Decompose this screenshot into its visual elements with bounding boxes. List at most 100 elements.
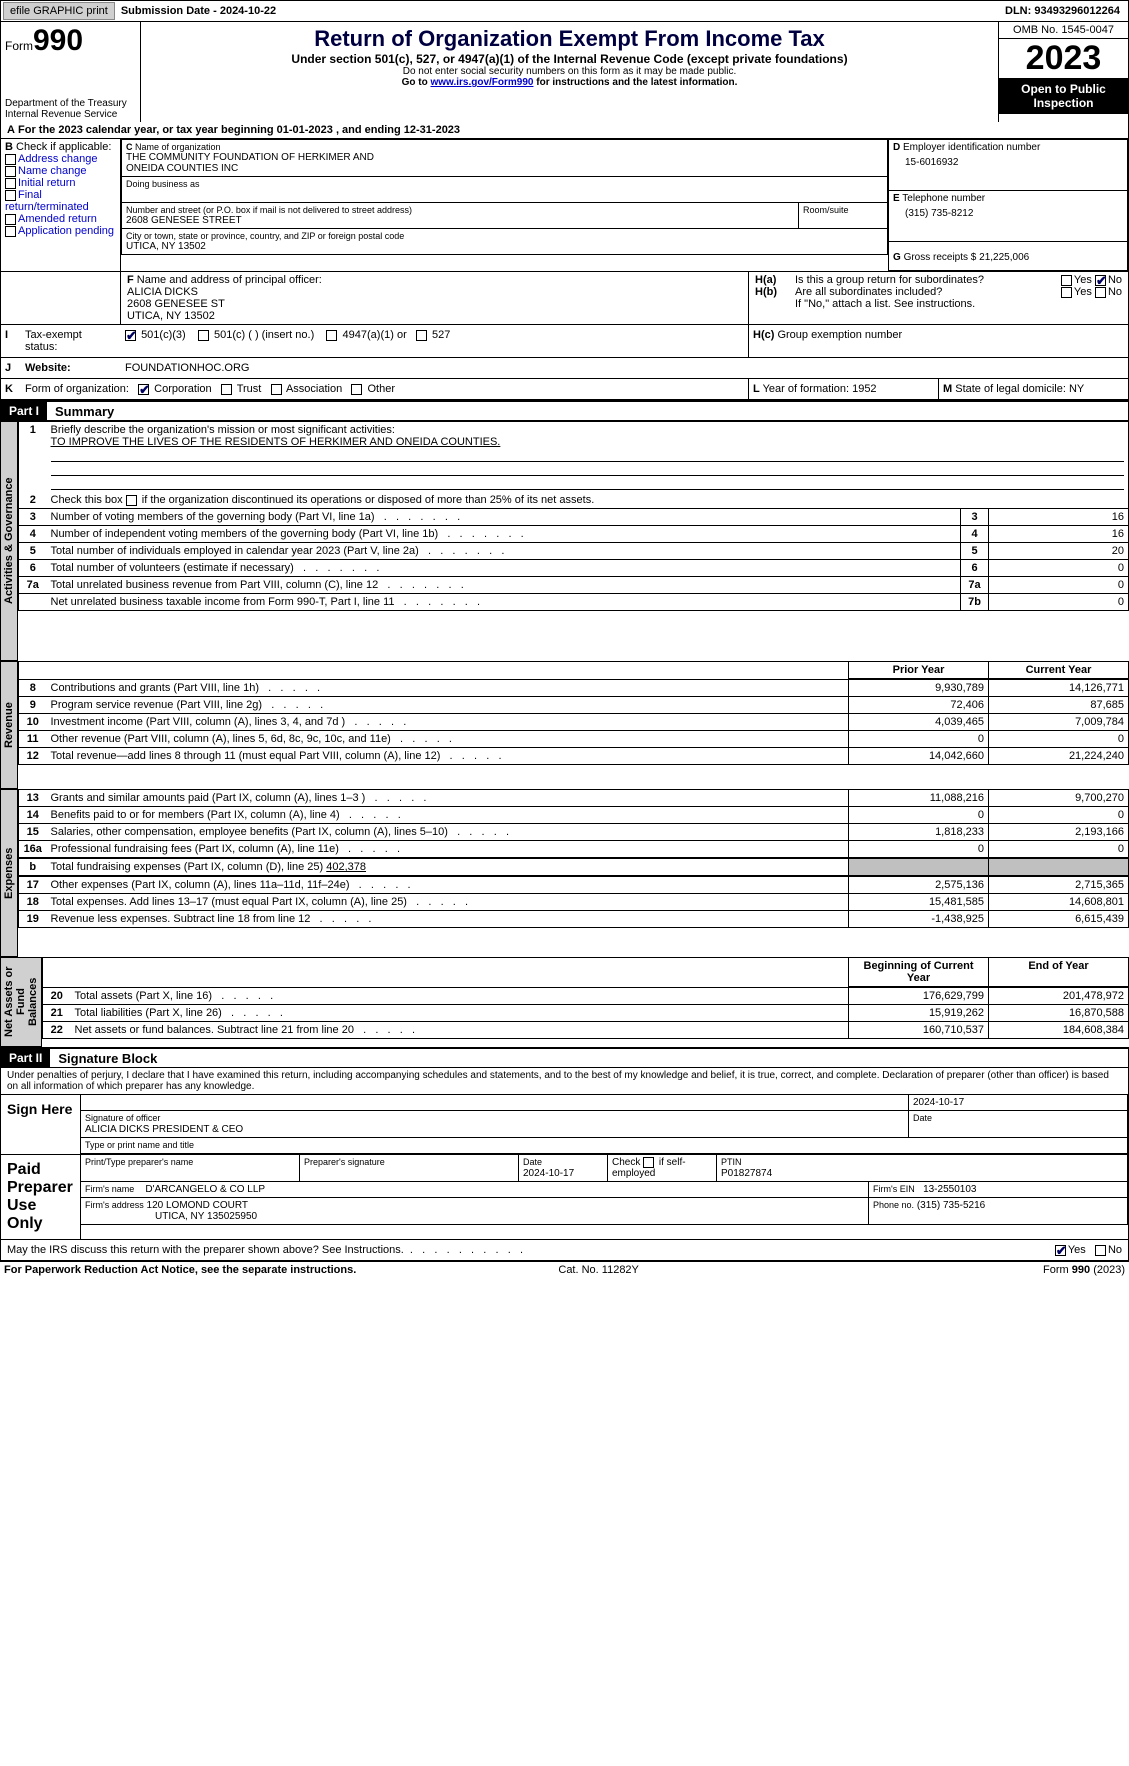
addr-label: Number and street (or P.O. box if mail i… — [126, 205, 794, 215]
prep-date: 2024-10-17 — [523, 1168, 574, 1179]
footer-left: For Paperwork Reduction Act Notice, see … — [4, 1264, 356, 1276]
table-row-desc: Investment income (Part VIII, column (A)… — [47, 714, 849, 731]
chk-amended-return[interactable] — [5, 214, 16, 225]
org-name-label: Name of organization — [135, 142, 221, 152]
efile-print-button[interactable]: efile GRAPHIC print — [3, 2, 115, 20]
instr-goto-pre: Go to — [402, 77, 431, 88]
irs-form990-link[interactable]: www.irs.gov/Form990 — [430, 77, 533, 88]
table-row-desc: Number of independent voting members of … — [47, 526, 961, 543]
website-label: Website: — [21, 358, 121, 378]
firm-addr-label: Firm's address — [85, 1200, 144, 1210]
table-row-py: 2,575,136 — [849, 877, 989, 894]
chk-discuss-no[interactable] — [1095, 1245, 1106, 1256]
sign-here-label: Sign Here — [1, 1095, 81, 1154]
page-footer: For Paperwork Reduction Act Notice, see … — [0, 1261, 1129, 1278]
form-label: Form — [5, 39, 33, 53]
domicile-label: State of legal domicile: — [955, 383, 1066, 395]
chk-initial-return[interactable] — [5, 178, 16, 189]
room-label: Room/suite — [803, 205, 883, 215]
chk-hb-yes[interactable] — [1061, 287, 1072, 298]
chk-corporation[interactable] — [138, 384, 149, 395]
chk-final-return[interactable] — [5, 190, 16, 201]
current-year-header: Current Year — [989, 662, 1129, 679]
chk-discuss-yes[interactable] — [1055, 1245, 1066, 1256]
chk-ha-yes[interactable] — [1061, 275, 1072, 286]
chk-ha-no[interactable] — [1095, 275, 1106, 286]
submission-date: Submission Date - 2024-10-22 — [115, 3, 282, 19]
table-row-desc: Salaries, other compensation, employee b… — [47, 824, 849, 841]
tax-year: 2023 — [999, 39, 1128, 78]
open-public-inspection: Open to Public Inspection — [999, 78, 1128, 114]
dba-label: Doing business as — [126, 179, 883, 189]
hb-note: If "No," attach a list. See instructions… — [755, 298, 1122, 310]
chk-trust[interactable] — [221, 384, 232, 395]
hb-label: Are all subordinates included? — [795, 286, 1061, 298]
table-row-desc: Program service revenue (Part VIII, line… — [47, 697, 849, 714]
table-row-py: 11,088,216 — [849, 790, 989, 807]
table-row-val: 16 — [989, 526, 1129, 543]
gross-receipts-label: Gross receipts $ — [904, 252, 977, 263]
form-number: 990 — [33, 24, 83, 57]
officer-city: UTICA, NY 13502 — [127, 310, 742, 322]
table-row-desc: Total liabilities (Part X, line 26) . . … — [71, 1005, 849, 1022]
vtab-revenue: Revenue — [0, 661, 18, 789]
table-row-py: 1,818,233 — [849, 824, 989, 841]
entity-info-block: B Check if applicable: Address change Na… — [0, 139, 1129, 272]
sig-date-label: Date — [913, 1113, 932, 1123]
table-row-cy: 201,478,972 — [989, 988, 1129, 1005]
firm-phone: (315) 735-5216 — [917, 1200, 985, 1211]
line2-text: Check this box if the organization disco… — [51, 494, 595, 506]
chk-line2[interactable] — [126, 495, 137, 506]
footer-cat: Cat. No. 11282Y — [558, 1264, 639, 1276]
firm-name-label: Firm's name — [85, 1184, 134, 1194]
table-row-desc: Grants and similar amounts paid (Part IX… — [47, 790, 849, 807]
chk-name-change[interactable] — [5, 166, 16, 177]
chk-4947[interactable] — [326, 330, 337, 341]
table-row-py: 14,042,660 — [849, 748, 989, 765]
officer-label: Name and address of principal officer: — [137, 274, 322, 286]
chk-address-change[interactable] — [5, 154, 16, 165]
table-row-py: 72,406 — [849, 697, 989, 714]
penalties-text: Under penalties of perjury, I declare th… — [0, 1068, 1129, 1095]
discuss-text: May the IRS discuss this return with the… — [7, 1244, 404, 1256]
sig-date: 2024-10-17 — [908, 1094, 1128, 1111]
chk-501c[interactable] — [198, 330, 209, 341]
chk-application-pending[interactable] — [5, 226, 16, 237]
chk-self-employed[interactable] — [643, 1157, 654, 1168]
sig-officer-name: ALICIA DICKS PRESIDENT & CEO — [85, 1124, 243, 1135]
officer-addr: 2608 GENESEE ST — [127, 298, 742, 310]
dln: DLN: 93493296012264 — [1005, 5, 1128, 17]
firm-ein-label: Firm's EIN — [873, 1184, 915, 1194]
line-a-tax-year: A For the 2023 calendar year, or tax yea… — [0, 122, 1129, 139]
omb-number: OMB No. 1545-0047 — [999, 22, 1128, 39]
top-bar: efile GRAPHIC print Submission Date - 20… — [0, 0, 1129, 22]
table-row-desc: Total number of volunteers (estimate if … — [47, 560, 961, 577]
chk-501c3[interactable] — [125, 330, 136, 341]
chk-527[interactable] — [416, 330, 427, 341]
table-row-cy: 7,009,784 — [989, 714, 1129, 731]
table-row-cy: 0 — [989, 841, 1129, 858]
ha-label: Is this a group return for subordinates? — [795, 274, 1061, 286]
table-row-cy: 0 — [989, 731, 1129, 748]
table-row-desc: Total unrelated business revenue from Pa… — [47, 577, 961, 594]
form-header: Form990 Department of the Treasury Inter… — [0, 22, 1129, 122]
firm-addr-1: 120 LOMOND COURT — [147, 1200, 249, 1211]
chk-hb-no[interactable] — [1095, 287, 1106, 298]
chk-other[interactable] — [351, 384, 362, 395]
footer-right: Form 990 (2023) — [1043, 1264, 1125, 1276]
table-row-desc: Net unrelated business taxable income fr… — [47, 594, 961, 611]
table-row-cy: 16,870,588 — [989, 1005, 1129, 1022]
table-row-cy: 87,685 — [989, 697, 1129, 714]
domicile-value: NY — [1069, 383, 1084, 395]
table-row-cy: 9,700,270 — [989, 790, 1129, 807]
table-row-desc: Total revenue—add lines 8 through 11 (mu… — [47, 748, 849, 765]
line16b-desc: Total fundraising expenses (Part IX, col… — [51, 861, 324, 873]
table-row-py: 0 — [849, 841, 989, 858]
city-label: City or town, state or province, country… — [126, 231, 883, 241]
table-row-cy: 2,193,166 — [989, 824, 1129, 841]
chk-association[interactable] — [271, 384, 282, 395]
beg-year-header: Beginning of Current Year — [849, 958, 989, 987]
table-row-py: 9,930,789 — [849, 680, 989, 697]
instr-ssn: Do not enter social security numbers on … — [145, 66, 994, 77]
table-row-py: -1,438,925 — [849, 911, 989, 928]
